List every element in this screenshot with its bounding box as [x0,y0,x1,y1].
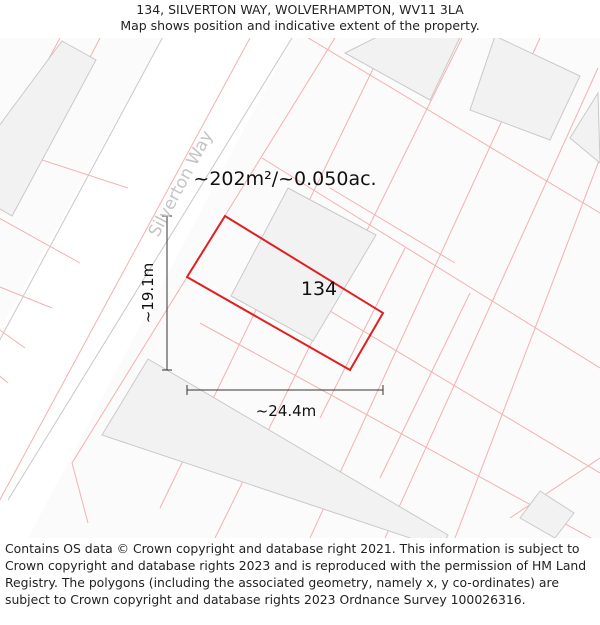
map-canvas: Silverton Way ~202m²/~0.050ac. 134 ~19.1… [0,38,600,538]
building [0,40,97,217]
width-dimension [186,385,384,395]
property-address-title: 134, SILVERTON WAY, WOLVERHAMPTON, WV11 … [136,2,464,17]
building [519,490,575,538]
map-header: 134, SILVERTON WAY, WOLVERHAMPTON, WV11 … [0,0,600,40]
map-view[interactable]: Silverton Way ~202m²/~0.050ac. 134 ~19.1… [0,38,600,538]
attribution-text: Contains OS data © Crown copyright and d… [5,541,587,607]
building [469,38,581,141]
width-dimension-label: ~24.4m [256,402,317,420]
road-silverton-way [0,38,293,538]
building [101,358,449,538]
building [569,91,600,164]
building [343,38,461,101]
map-subtitle: Map shows position and indicative extent… [120,18,480,33]
buildings [0,38,600,538]
property-boundary[interactable] [185,214,385,372]
area-label: ~202m²/~0.050ac. [193,168,376,190]
height-dimension [162,215,172,371]
house-number-label: 134 [301,278,337,300]
height-dimension-label: ~19.1m [139,263,157,324]
